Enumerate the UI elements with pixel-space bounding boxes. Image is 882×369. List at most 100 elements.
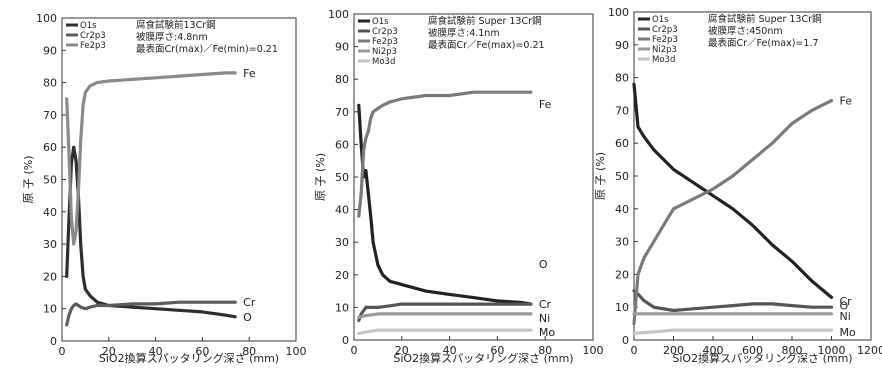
data-point	[79, 305, 82, 309]
data-point	[632, 83, 636, 86]
data-point	[810, 279, 813, 283]
annotation-line: 最表面Cr／Fe(max)=1.7	[708, 37, 819, 49]
x-tick-label: 100	[286, 345, 307, 358]
series-line-o1s	[357, 103, 533, 306]
y-axis-label: 原 子 (%)	[22, 155, 35, 203]
data-point	[107, 79, 111, 83]
y-tick-label: 90	[615, 39, 629, 52]
data-point	[496, 91, 499, 94]
x-tick-label: 40	[149, 345, 163, 358]
data-point	[642, 256, 646, 260]
x-tick-label: 60	[490, 344, 504, 357]
data-point	[632, 312, 636, 315]
y-tick-label: 0	[342, 334, 349, 347]
data-point	[731, 174, 734, 178]
data-point	[711, 194, 715, 197]
data-point	[65, 275, 68, 278]
y-tick-label: 20	[615, 268, 629, 281]
data-point	[496, 302, 499, 306]
legend-entry: Mo3d	[372, 57, 395, 67]
data-point	[751, 224, 754, 227]
y-tick-label: 30	[43, 238, 57, 251]
y-tick-label: 0	[622, 334, 629, 347]
x-tick-label: 800	[782, 344, 803, 357]
data-point	[810, 306, 813, 309]
y-tick-label: 10	[335, 301, 349, 314]
data-point	[642, 299, 646, 302]
data-point	[731, 304, 734, 307]
data-point	[642, 135, 646, 138]
y-tick-label: 60	[615, 137, 629, 150]
data-point	[357, 332, 360, 335]
x-tick-label: 80	[242, 345, 256, 358]
x-tick-label: 100	[583, 344, 604, 357]
data-point	[388, 280, 392, 283]
legend-entry: Mo3d	[652, 55, 675, 65]
data-point	[371, 241, 375, 244]
data-point	[388, 304, 392, 307]
data-point	[790, 329, 794, 332]
x-tick-label: 1200	[857, 344, 882, 357]
data-point	[376, 263, 380, 267]
x-tick-label: 20	[395, 344, 409, 357]
data-point	[360, 143, 363, 146]
data-point	[448, 329, 451, 332]
series-line-fe2p3	[357, 90, 533, 218]
plot-frame	[61, 17, 297, 342]
x-tick-label: 0	[59, 345, 66, 358]
data-point	[529, 91, 533, 94]
legend-entry: Fe2p3	[80, 41, 106, 51]
data-point	[520, 312, 523, 316]
series-end-label: Mo	[840, 326, 856, 339]
data-point	[692, 307, 695, 310]
data-point	[652, 240, 655, 243]
data-point	[154, 307, 157, 310]
data-point	[95, 301, 99, 304]
data-point	[731, 207, 734, 210]
data-point	[371, 306, 375, 309]
x-tick-label: 600	[742, 344, 763, 357]
data-point	[381, 104, 384, 107]
y-tick-label: 20	[335, 269, 349, 282]
data-point	[79, 242, 82, 246]
data-point	[830, 306, 833, 309]
data-point	[652, 330, 655, 333]
data-point	[672, 329, 675, 332]
data-point	[830, 312, 833, 315]
data-point	[424, 329, 427, 332]
data-point	[376, 329, 380, 332]
data-point	[672, 312, 675, 315]
x-tick-label: 0	[631, 344, 638, 357]
data-point	[369, 214, 372, 218]
series-line-mo3d	[357, 328, 533, 336]
data-point	[448, 312, 451, 316]
data-point	[364, 306, 368, 309]
y-tick-label: 80	[43, 77, 57, 90]
data-point	[84, 91, 87, 94]
data-point	[400, 283, 403, 286]
data-point	[400, 329, 403, 332]
data-point	[448, 302, 451, 306]
data-point	[520, 302, 523, 306]
y-tick-label: 70	[43, 109, 57, 122]
x-axis-label: SiO2換算スパッタリング深さ (mm)	[393, 351, 573, 365]
y-axis-label: 原 子 (%)	[314, 153, 327, 201]
y-tick-label: 60	[43, 141, 57, 154]
legend-entry: Cr2p3	[80, 31, 106, 41]
y-tick-label: 40	[335, 204, 349, 217]
data-point	[424, 94, 427, 97]
x-tick-label: 400	[703, 344, 724, 357]
legend-entry: Cr2p3	[372, 27, 398, 37]
y-axis-label: 原 子 (%)	[594, 152, 607, 200]
data-point	[472, 329, 475, 332]
data-point	[632, 322, 636, 325]
x-tick-label: 80	[538, 344, 552, 357]
data-point	[362, 149, 365, 153]
data-point	[520, 329, 523, 332]
data-point	[95, 81, 99, 84]
y-tick-label: 50	[335, 171, 349, 184]
data-point	[400, 302, 403, 306]
series-line-cr2p3	[357, 302, 533, 322]
